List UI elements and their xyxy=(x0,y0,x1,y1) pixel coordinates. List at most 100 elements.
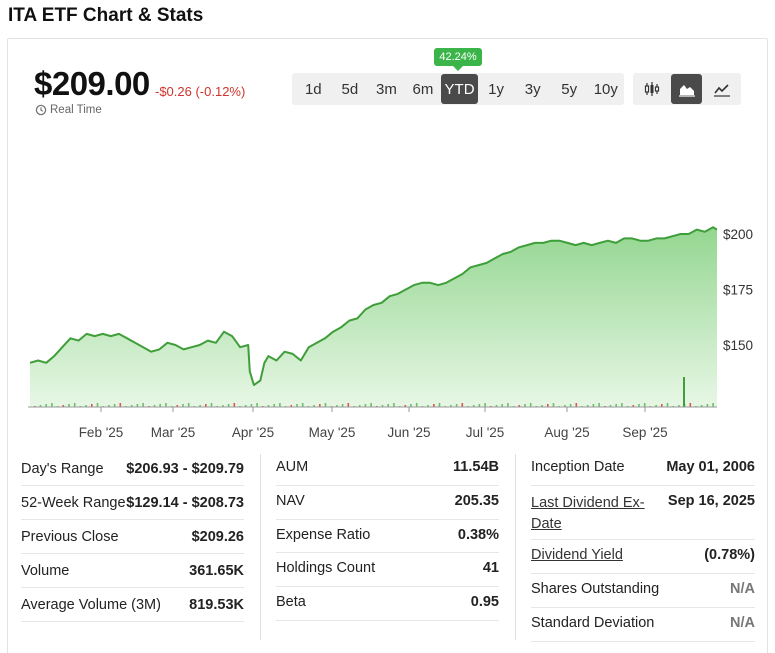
stat-value: $206.93 - $209.79 xyxy=(126,461,244,477)
volume-bar xyxy=(267,405,270,407)
stat-row: Expense Ratio 0.38% xyxy=(276,520,499,553)
volume-bar xyxy=(666,403,669,407)
volume-bar xyxy=(136,404,139,407)
stats-column-trading: Day's Range $206.93 - $209.79 52-Week Ra… xyxy=(21,452,244,622)
line-chart-button[interactable] xyxy=(706,74,737,104)
range-6m-button[interactable]: 6m xyxy=(412,80,434,98)
stat-label: Average Volume (3M) xyxy=(21,597,161,613)
volume-bar xyxy=(256,403,258,407)
volume-bar xyxy=(199,405,201,407)
volume-bar xyxy=(609,405,612,407)
volume-bar xyxy=(450,405,452,407)
volume-bar xyxy=(347,403,350,407)
volume-bar xyxy=(182,404,184,407)
volume-bar xyxy=(165,403,167,407)
volume-bar xyxy=(643,403,646,407)
y-tick-label: $150 xyxy=(723,338,753,353)
range-1y-button[interactable]: 1y xyxy=(488,80,505,98)
volume-bar xyxy=(153,405,156,407)
volume-bar xyxy=(638,404,640,407)
stat-value: $129.14 - $208.73 xyxy=(126,495,244,511)
volume-bar xyxy=(370,403,372,407)
candlestick-chart-button[interactable] xyxy=(636,74,667,104)
stat-label: Shares Outstanding xyxy=(531,581,660,597)
volume-bar xyxy=(290,405,293,407)
area-chart-button[interactable] xyxy=(671,74,702,104)
volume-bar xyxy=(438,403,441,407)
volume-bar xyxy=(119,403,122,407)
dividend-yield-link[interactable]: Dividend Yield xyxy=(531,547,623,563)
stat-label: NAV xyxy=(276,493,305,509)
current-price: $209.00 xyxy=(34,65,150,102)
stat-value: May 01, 2006 xyxy=(666,459,755,475)
clock-icon xyxy=(35,104,47,116)
volume-bar xyxy=(461,403,464,407)
volume-bar xyxy=(632,405,635,407)
stat-value: 205.35 xyxy=(454,493,499,509)
range-10y-button[interactable]: 10y xyxy=(593,80,618,98)
range-selector: 1d 5d 3m 6m YTD 1y 3y 5y 10y xyxy=(292,73,624,105)
stat-row: 52-Week Range $129.14 - $208.73 xyxy=(21,486,244,520)
range-3m-button[interactable]: 3m xyxy=(375,80,397,98)
volume-bar xyxy=(113,404,116,407)
page-title: ITA ETF Chart & Stats xyxy=(8,5,204,26)
range-5y-button[interactable]: 5y xyxy=(561,80,578,98)
volume-bar xyxy=(319,404,321,407)
volume-bar xyxy=(586,405,589,407)
volume-bar xyxy=(301,403,304,407)
volume-bar xyxy=(130,405,133,407)
x-tick-label: Mar '25 xyxy=(151,425,196,440)
volume-bar xyxy=(712,403,714,407)
last-dividend-ex-date-link[interactable]: Last Dividend Ex-Date xyxy=(531,495,645,532)
stat-row: NAV 205.35 xyxy=(276,486,499,520)
range-5d-button[interactable]: 5d xyxy=(341,80,359,98)
realtime-indicator: Real Time xyxy=(35,104,102,116)
volume-bar xyxy=(501,404,503,407)
volume-bar xyxy=(222,405,224,407)
y-tick-label: $175 xyxy=(723,283,753,298)
realtime-label: Real Time xyxy=(50,104,102,116)
volume-bar xyxy=(547,404,549,407)
range-ytd-button[interactable]: YTD xyxy=(441,74,478,104)
stat-value: 41 xyxy=(482,560,499,576)
volume-bar xyxy=(85,405,87,407)
stat-label: Standard Deviation xyxy=(531,615,655,631)
stat-label: Expense Ratio xyxy=(276,527,371,543)
volume-bar xyxy=(68,404,70,407)
volume-bar xyxy=(575,403,578,407)
x-tick-label: May '25 xyxy=(309,425,356,440)
stat-value: (0.78%) xyxy=(704,547,755,563)
column-divider xyxy=(515,454,516,640)
volume-bar xyxy=(273,404,275,407)
stat-row: Volume 361.65K xyxy=(21,554,244,588)
stat-value: 361.65K xyxy=(189,563,244,579)
volume-bar xyxy=(700,405,703,407)
volume-bar xyxy=(244,405,247,407)
volume-bar xyxy=(45,404,47,407)
price-area-chart[interactable]: Feb '25 Mar '25 Apr '25 May '25 Jun '25 Jul '… xyxy=(0,200,775,445)
volume-bar xyxy=(455,404,458,407)
range-3y-button[interactable]: 3y xyxy=(524,80,541,98)
stat-value: 11.54B xyxy=(453,459,499,475)
volume-bar xyxy=(73,403,76,407)
volume-bar xyxy=(205,404,207,407)
stat-row: Dividend Yield (0.78%) xyxy=(531,540,755,574)
volume-bar xyxy=(507,403,509,407)
volume-bar xyxy=(296,404,298,407)
chart-type-selector xyxy=(633,73,741,105)
stat-row: Previous Close $209.26 xyxy=(21,520,244,554)
column-divider xyxy=(260,454,261,640)
volume-bar xyxy=(598,403,600,407)
stat-label: Volume xyxy=(21,563,70,579)
volume-bar xyxy=(541,405,543,407)
volume-bar xyxy=(433,404,435,407)
stat-value: 0.95 xyxy=(470,594,499,610)
volume-bar xyxy=(39,405,42,407)
range-1d-button[interactable]: 1d xyxy=(304,80,322,98)
stat-row: Standard Deviation N/A xyxy=(531,608,755,642)
stats-column-fund: AUM 11.54B NAV 205.35 Expense Ratio 0.38… xyxy=(276,452,499,621)
volume-bar xyxy=(472,405,475,407)
stat-row: Inception Date May 01, 2006 xyxy=(531,452,755,486)
stat-label: Inception Date xyxy=(531,459,625,475)
stats-column-profile: Inception Date May 01, 2006 Last Dividen… xyxy=(531,452,755,642)
